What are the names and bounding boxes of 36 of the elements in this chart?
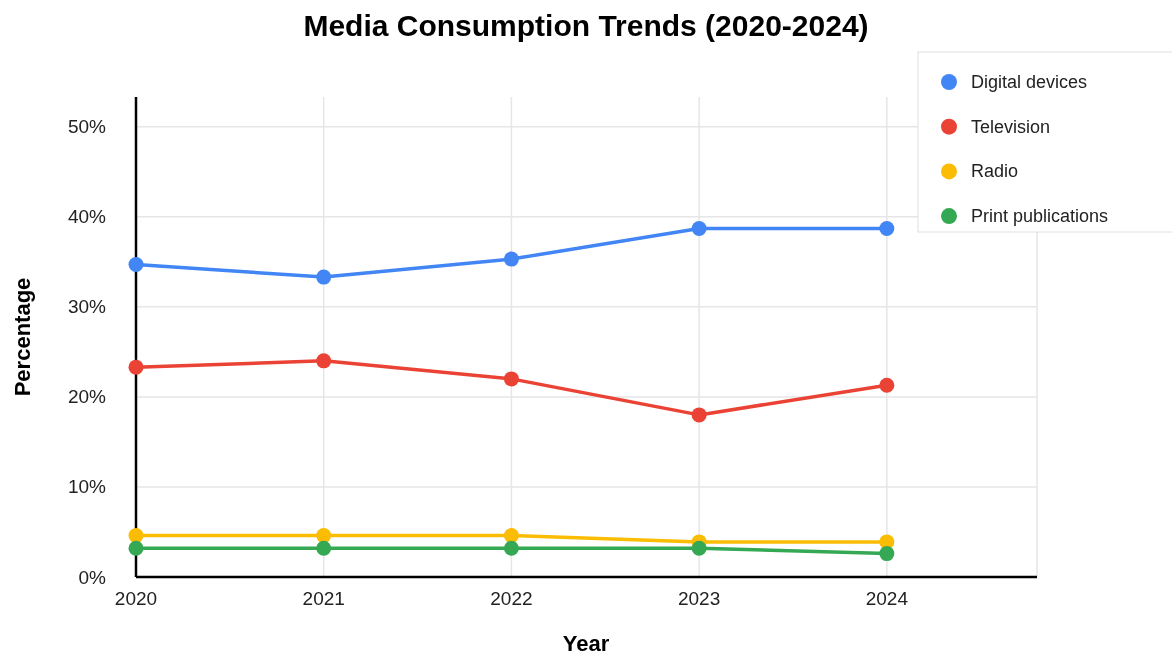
point [503, 371, 519, 387]
y-axis-title: Percentage [10, 277, 35, 397]
y-tick-label: 30% [67, 296, 107, 318]
point [503, 251, 519, 267]
chart-title: Media Consumption Trends (2020-2024) [303, 9, 869, 42]
point [128, 359, 144, 375]
point [128, 257, 144, 273]
point [691, 540, 707, 556]
x-axis-title: Year [562, 631, 610, 656]
x-tick-label: 2024 [865, 588, 909, 609]
y-tick-label: 0% [78, 566, 107, 588]
y-tick-label: 50% [67, 116, 107, 138]
point [316, 540, 332, 556]
point [879, 220, 895, 236]
legend-label: Radio [971, 161, 1019, 182]
legend-label: Print publications [971, 206, 1109, 227]
point [503, 528, 519, 544]
y-tick-label: 20% [67, 386, 107, 408]
point [691, 407, 707, 423]
point [316, 528, 332, 544]
point [691, 220, 707, 236]
point [316, 353, 332, 369]
x-tick-label: 2020 [114, 588, 158, 609]
point [503, 540, 519, 556]
point [128, 528, 144, 544]
x-tick-label: 2023 [677, 588, 721, 609]
y-tick-label: 40% [67, 206, 107, 228]
point [879, 546, 895, 562]
legend-label: Digital devices [971, 72, 1088, 92]
y-tick-label: 10% [67, 476, 107, 498]
point [316, 269, 332, 285]
x-tick-label: 2022 [490, 588, 533, 609]
point [879, 377, 895, 393]
legend-label: Television [971, 116, 1051, 137]
point [128, 540, 144, 556]
x-tick-label: 2021 [302, 588, 345, 609]
